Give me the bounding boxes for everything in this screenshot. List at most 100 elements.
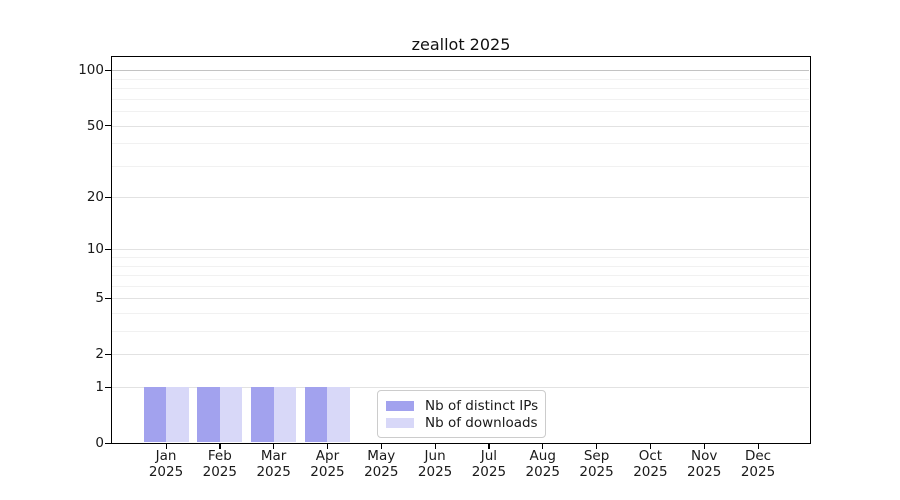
y-tick-label: 50 <box>86 117 104 134</box>
bar-downloads <box>166 387 189 442</box>
x-tick <box>757 444 759 449</box>
y-tick <box>105 125 111 127</box>
y-tick <box>105 353 111 355</box>
major-gridline <box>112 387 809 389</box>
x-tick <box>219 444 221 449</box>
x-tick-month: May <box>367 448 396 464</box>
legend-row: Nb of distinct IPs <box>386 398 539 414</box>
bar-downloads <box>219 387 243 442</box>
x-tick-year: 2025 <box>687 464 722 480</box>
x-tick <box>542 444 544 449</box>
x-tick-label: May 2025 <box>341 448 421 480</box>
x-tick-year: 2025 <box>148 464 184 480</box>
x-tick-label: Apr 2025 <box>287 448 367 480</box>
x-tick <box>434 444 436 449</box>
x-tick-month: Aug <box>529 448 556 464</box>
x-tick-month: Oct <box>638 448 663 464</box>
legend-label: Nb of distinct IPs <box>425 398 539 414</box>
x-tick <box>326 444 329 449</box>
x-tick-month: Feb <box>207 448 232 464</box>
plot-area: Nb of distinct IPs Nb of downloads <box>111 56 811 444</box>
bar-distinct-ips <box>304 387 328 442</box>
x-tick-year: 2025 <box>579 464 614 480</box>
x-tick-year: 2025 <box>310 464 345 480</box>
y-tick-label: 20 <box>86 189 104 206</box>
minor-gridline <box>112 275 809 277</box>
x-tick-month: Jun <box>424 448 446 464</box>
x-tick-label: Oct 2025 <box>610 448 690 480</box>
x-tick-month: Nov <box>691 448 718 464</box>
y-tick-label: 5 <box>95 290 104 307</box>
x-tick <box>165 444 167 449</box>
minor-gridline <box>112 111 809 113</box>
major-gridline <box>112 70 809 72</box>
x-tick-year: 2025 <box>202 464 237 480</box>
bar-distinct-ips <box>251 387 274 442</box>
x-tick-year: 2025 <box>740 464 776 480</box>
minor-gridline <box>112 78 809 80</box>
y-tick-label: 2 <box>95 346 104 363</box>
x-tick-year: 2025 <box>364 464 399 480</box>
x-tick-month: Mar <box>260 448 287 464</box>
x-tick-label: Dec 2025 <box>718 448 798 480</box>
x-tick-label: Aug 2025 <box>503 448 583 480</box>
chart-title: zeallot 2025 <box>411 35 511 54</box>
legend: Nb of distinct IPs Nb of downloads <box>377 390 546 438</box>
y-tick <box>105 386 111 388</box>
x-tick-month: Sep <box>583 448 610 464</box>
y-tick <box>105 442 111 444</box>
bar-distinct-ips <box>143 387 166 442</box>
x-tick-label: Sep 2025 <box>557 448 637 480</box>
legend-swatch <box>386 401 414 411</box>
x-tick <box>596 444 598 449</box>
y-tick-label: 100 <box>78 62 104 79</box>
major-gridline <box>112 249 809 251</box>
y-tick-label: 0 <box>95 435 104 451</box>
minor-gridline <box>112 143 809 145</box>
x-tick-year: 2025 <box>525 464 560 480</box>
minor-gridline <box>112 88 809 90</box>
x-tick-label: Jul 2025 <box>449 448 529 480</box>
major-gridline <box>112 354 809 356</box>
minor-gridline <box>112 165 809 167</box>
minor-gridline <box>112 265 809 267</box>
minor-gridline <box>112 331 809 333</box>
x-tick-label: Feb 2025 <box>180 448 260 480</box>
y-tick <box>105 196 111 198</box>
legend-row: Nb of downloads <box>386 415 538 431</box>
x-tick-label: Mar 2025 <box>234 448 314 480</box>
x-tick <box>380 444 382 449</box>
x-tick-month: Apr <box>315 448 340 464</box>
legend-swatch <box>386 418 414 428</box>
minor-gridline <box>112 257 809 259</box>
major-gridline <box>112 125 809 127</box>
minor-gridline <box>112 313 809 315</box>
bar-distinct-ips <box>197 387 220 442</box>
y-tick <box>105 69 111 72</box>
x-tick <box>273 444 275 449</box>
x-tick-year: 2025 <box>417 464 453 480</box>
y-tick <box>105 248 111 251</box>
x-tick-month: Jan <box>155 448 177 464</box>
y-tick <box>105 297 111 299</box>
major-gridline <box>112 298 809 300</box>
bar-downloads <box>327 387 350 442</box>
plot-inner <box>112 57 809 442</box>
y-tick-label: 10 <box>86 241 104 258</box>
x-tick-month: Jul <box>480 448 498 464</box>
minor-gridline <box>112 285 809 287</box>
legend-label: Nb of downloads <box>425 415 538 431</box>
major-gridline <box>112 197 809 199</box>
x-tick-label: Jun 2025 <box>395 448 475 480</box>
x-tick-label: Jan 2025 <box>126 448 206 480</box>
bar-downloads <box>273 387 297 442</box>
x-tick-month: Dec <box>744 448 772 464</box>
x-tick <box>488 444 490 449</box>
x-tick-year: 2025 <box>633 464 668 480</box>
x-tick-label: Nov 2025 <box>664 448 744 480</box>
x-tick <box>703 444 705 449</box>
y-tick-label: 1 <box>95 379 104 396</box>
x-tick <box>649 444 652 449</box>
x-tick-year: 2025 <box>471 464 507 480</box>
